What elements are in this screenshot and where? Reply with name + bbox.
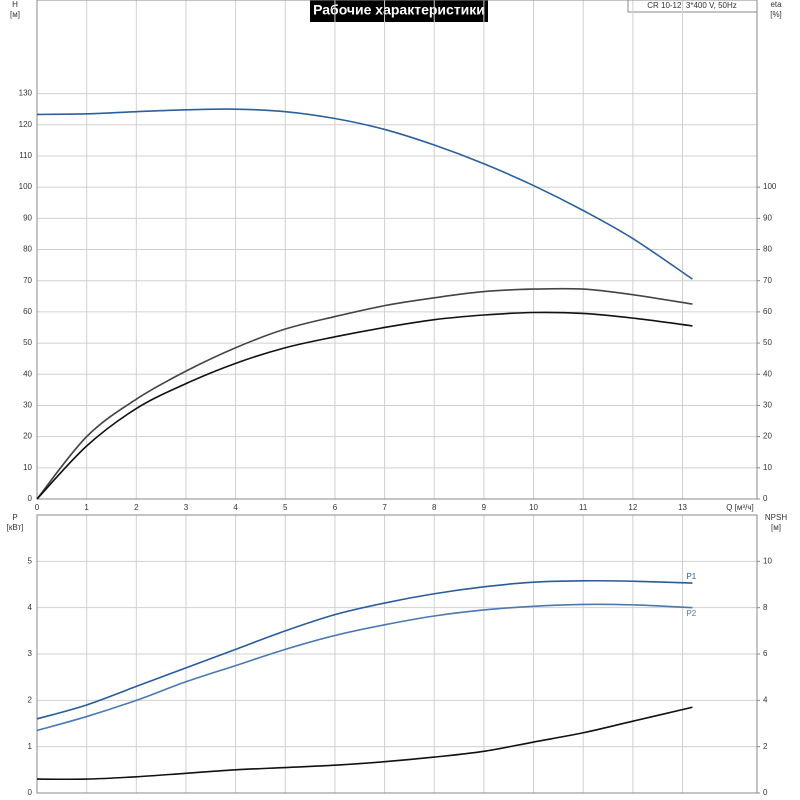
y2-axis-unit: [%] — [770, 10, 782, 19]
x-tick-label: 9 — [482, 503, 487, 512]
curve — [36, 603, 693, 732]
x-tick-label: 10 — [529, 503, 538, 512]
y-axis-label: P — [12, 513, 17, 522]
y-tick-label: 1 — [28, 742, 33, 751]
y2-tick-label: 2 — [763, 742, 768, 751]
x-tick-label: 1 — [84, 503, 89, 512]
curve — [36, 108, 693, 280]
curve — [36, 579, 693, 720]
y2-tick-label: 70 — [763, 276, 772, 285]
y-tick-label: 70 — [23, 276, 32, 285]
chart-title: Рабочие характеристики — [313, 2, 485, 18]
y-axis-unit: [кВт] — [7, 523, 24, 532]
y2-tick-label: 30 — [763, 401, 772, 410]
x-tick-label: 6 — [333, 503, 338, 512]
y2-tick-label: 0 — [763, 494, 768, 503]
y-tick-label: 50 — [23, 338, 32, 347]
y2-tick-label: 4 — [763, 695, 768, 704]
x-tick-label: 5 — [283, 503, 288, 512]
y-tick-label: 80 — [23, 245, 32, 254]
y-tick-label: 40 — [23, 369, 32, 378]
y-tick-label: 5 — [28, 556, 33, 565]
curve-label: P2 — [686, 609, 696, 618]
x-tick-label: 13 — [678, 503, 687, 512]
x-tick-label: 12 — [628, 503, 637, 512]
y-tick-label: 3 — [28, 649, 33, 658]
plot-frame — [36, 0, 758, 500]
y2-tick-label: 20 — [763, 432, 772, 441]
x-tick-label: 3 — [184, 503, 189, 512]
plot-frame — [36, 514, 758, 794]
y2-tick-label: 80 — [763, 245, 772, 254]
y2-tick-label: 100 — [763, 182, 777, 191]
curve — [36, 311, 693, 500]
title-box — [310, 0, 488, 22]
y2-tick-label: 0 — [763, 788, 768, 797]
y-tick-label: 0 — [28, 788, 33, 797]
y-tick-label: 100 — [19, 182, 33, 191]
curve-label: P1 — [686, 572, 696, 581]
y2-tick-label: 8 — [763, 603, 768, 612]
y2-tick-label: 6 — [763, 649, 768, 658]
y-tick-label: 90 — [23, 213, 32, 222]
y-tick-label: 4 — [28, 603, 33, 612]
x-tick-label: 7 — [382, 503, 387, 512]
y2-axis-label: NPSH — [765, 513, 787, 522]
y-tick-label: 120 — [19, 120, 33, 129]
x-tick-label: 4 — [233, 503, 238, 512]
y-tick-label: 0 — [28, 494, 33, 503]
x-tick-label: 8 — [432, 503, 437, 512]
y-axis-unit: [м] — [10, 10, 20, 19]
x-tick-label: 11 — [579, 503, 588, 512]
y-tick-label: 2 — [28, 695, 33, 704]
x-tick-label: 2 — [134, 503, 139, 512]
y2-tick-label: 50 — [763, 338, 772, 347]
y-tick-label: 130 — [19, 89, 33, 98]
x-tick-label: 0 — [35, 503, 40, 512]
y-tick-label: 110 — [19, 151, 32, 160]
info-text: CR 10-12, 3*400 V, 50Hz — [647, 1, 737, 10]
y2-tick-label: 60 — [763, 307, 772, 316]
curve — [36, 706, 693, 781]
x-axis-label: Q [м³/ч] — [726, 503, 753, 512]
y2-tick-label: 40 — [763, 369, 772, 378]
y-axis-label: H — [12, 0, 18, 9]
y-tick-label: 30 — [23, 401, 32, 410]
y-tick-label: 10 — [23, 463, 32, 472]
y2-tick-label: 90 — [763, 213, 772, 222]
curve — [36, 287, 693, 500]
y2-axis-label: eta — [770, 0, 782, 9]
y2-tick-label: 10 — [763, 556, 772, 565]
y-tick-label: 20 — [23, 432, 32, 441]
y-tick-label: 60 — [23, 307, 32, 316]
y2-tick-label: 10 — [763, 463, 772, 472]
y2-axis-unit: [м] — [771, 523, 781, 532]
